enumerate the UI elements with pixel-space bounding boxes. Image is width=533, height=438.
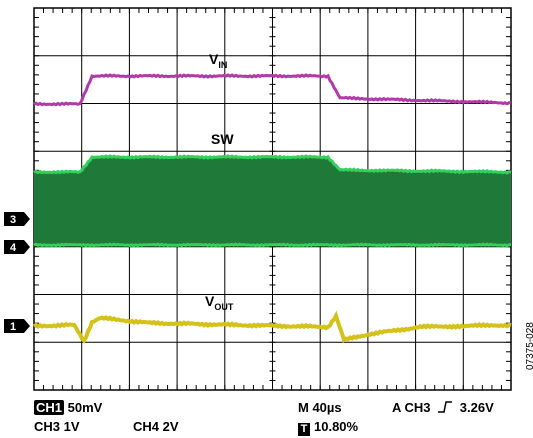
trigger-source: A CH3: [392, 400, 431, 415]
trigger-level: 3.26V: [459, 400, 494, 415]
vout-trace: [32, 310, 512, 344]
sw-trace-raised: [34, 157, 511, 180]
rising-edge-icon: [438, 401, 453, 413]
ch1-scale: 50mV: [67, 400, 103, 415]
figure-number: 07375-028: [525, 322, 533, 370]
svg-text:4: 4: [10, 242, 17, 254]
vin-trace: [33, 73, 512, 107]
ch3-marker: 3: [4, 212, 30, 226]
ch1-scale-readout: CH1 50mV: [34, 400, 102, 415]
vin-label: VIN: [209, 51, 227, 70]
sw-trace-top-edge: [33, 154, 512, 175]
svg-text:1: 1: [10, 321, 16, 333]
ch3-scale: CH3 1V: [34, 419, 80, 434]
trigger-position: T 10.80%: [298, 419, 358, 436]
ch4-scale: CH4 2V: [133, 419, 179, 434]
trigger-position-icon: T: [298, 423, 310, 436]
sw-label: SW: [211, 131, 234, 147]
sw-trace-band: [34, 172, 511, 245]
ch1-marker: 1: [4, 319, 30, 333]
sw-trace-bottom-edge: [33, 242, 512, 248]
ch4-marker: 4: [4, 240, 30, 254]
trigger-readout: A CH3 3.26V: [392, 400, 494, 415]
svg-text:3: 3: [10, 214, 16, 226]
timebase: M 40µs: [298, 400, 342, 415]
trigger-position-value: 10.80%: [314, 419, 359, 434]
vout-label: VOUT: [205, 293, 234, 312]
ch1-box: CH1: [34, 400, 65, 415]
